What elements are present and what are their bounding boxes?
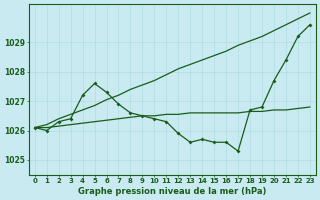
X-axis label: Graphe pression niveau de la mer (hPa): Graphe pression niveau de la mer (hPa) <box>78 187 267 196</box>
